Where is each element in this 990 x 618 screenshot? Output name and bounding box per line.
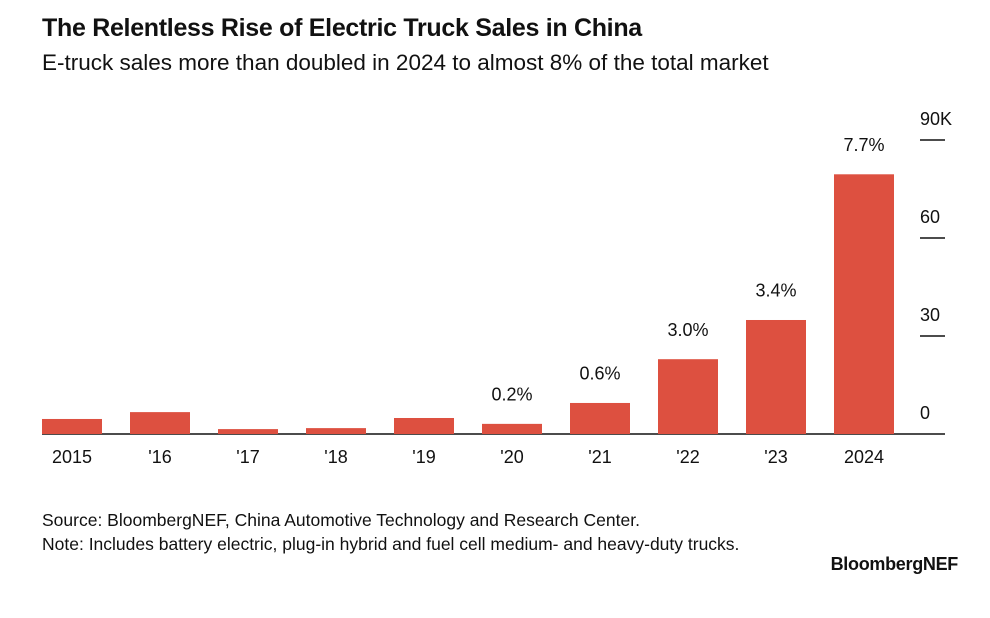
x-tick-label: '23 xyxy=(764,447,787,467)
bar xyxy=(218,429,278,434)
bar xyxy=(746,319,806,434)
x-tick-label: 2015 xyxy=(52,447,92,467)
chart-subtitle: E-truck sales more than doubled in 2024 … xyxy=(42,50,769,75)
bar xyxy=(570,402,630,434)
y-tick-label: 30 xyxy=(920,305,940,325)
x-tick-label: '20 xyxy=(500,447,523,467)
bar-annotation: 0.2% xyxy=(491,385,532,405)
x-tick-label: 2024 xyxy=(844,447,884,467)
bar xyxy=(130,412,190,434)
x-tick-label: '21 xyxy=(588,447,611,467)
x-tick-label: '19 xyxy=(412,447,435,467)
bar xyxy=(658,359,718,434)
bar-annotation: 0.6% xyxy=(579,364,620,384)
y-tick-label: 0 xyxy=(920,403,930,423)
bar-annotation: 3.4% xyxy=(755,281,796,301)
bar xyxy=(482,423,542,434)
bar xyxy=(42,418,102,434)
bar-annotation: 7.7% xyxy=(843,135,884,155)
brand: BloombergNEF xyxy=(830,554,959,574)
y-tick-label: 60 xyxy=(920,207,940,227)
bar xyxy=(306,428,366,434)
bar xyxy=(834,174,894,435)
x-tick-label: '16 xyxy=(148,447,171,467)
bar xyxy=(394,417,454,434)
chart-title: The Relentless Rise of Electric Truck Sa… xyxy=(42,14,642,42)
bar-annotation: 3.0% xyxy=(667,320,708,340)
source: Source: BloombergNEF, China Automotive T… xyxy=(42,510,640,530)
x-tick-label: '17 xyxy=(236,447,259,467)
y-tick-label: 90K xyxy=(920,109,952,129)
x-tick-label: '18 xyxy=(324,447,347,467)
note: Note: Includes battery electric, plug-in… xyxy=(42,534,740,554)
x-tick-label: '22 xyxy=(676,447,699,467)
